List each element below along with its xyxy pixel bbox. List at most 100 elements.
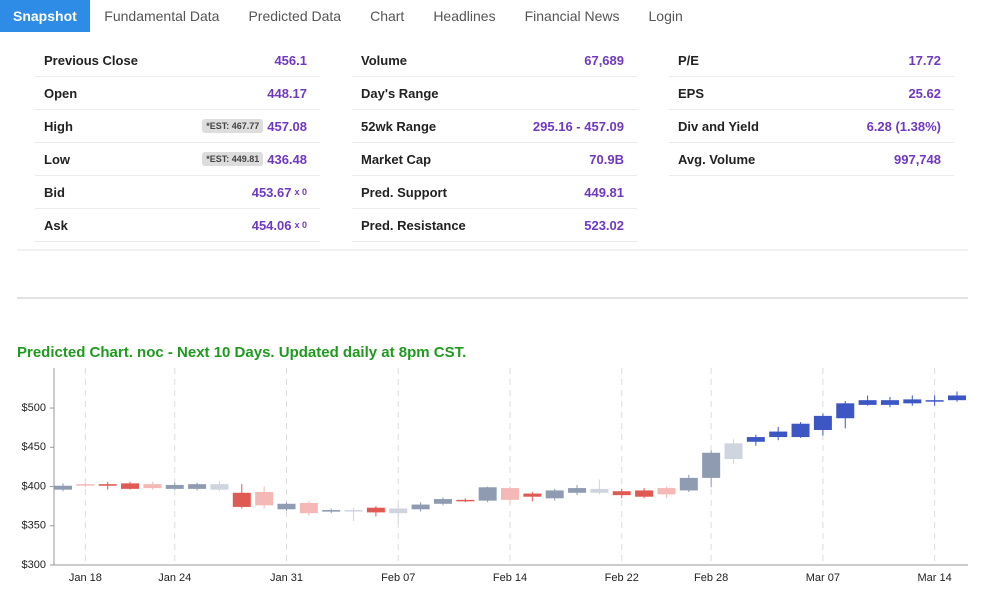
- stat-value: 17.72: [908, 52, 941, 68]
- candle-body: [98, 484, 117, 486]
- stat-label: High: [44, 118, 73, 134]
- stat-row: Low *EST: 449.81 436.48: [35, 143, 320, 176]
- candle-body: [813, 415, 832, 431]
- candle-body: [657, 488, 676, 495]
- candle-body: [724, 443, 743, 460]
- stat-value: 997,748: [894, 151, 941, 167]
- candle-body: [769, 431, 788, 438]
- y-tick-label: $350: [22, 520, 46, 532]
- candle-body: [366, 507, 385, 513]
- x-tick-label: Feb 22: [605, 572, 639, 584]
- stat-label: Low: [44, 151, 70, 167]
- nav-tab[interactable]: Chart: [370, 8, 405, 24]
- stat-label: Day's Range: [361, 85, 439, 101]
- stat-label: Ask: [44, 217, 68, 233]
- candle-body: [322, 510, 341, 512]
- x-tick-label: Mar 14: [918, 572, 952, 584]
- candle-body: [746, 437, 765, 442]
- candle-body: [232, 492, 251, 507]
- stat-row: Ask 454.06 x 0: [35, 209, 320, 242]
- candle-body: [903, 399, 922, 404]
- candle-body: [948, 395, 966, 401]
- stat-value: 453.67: [251, 184, 292, 200]
- stat-row: Pred. Resistance 523.02: [352, 209, 637, 242]
- candle-body: [925, 400, 944, 402]
- candle-body: [523, 493, 542, 497]
- y-tick-label: $400: [22, 480, 46, 492]
- candle-body: [433, 499, 452, 504]
- candle-body: [188, 484, 207, 489]
- stat-label: Avg. Volume: [678, 151, 756, 167]
- stat-row: Pred. Support 449.81: [352, 176, 637, 209]
- stat-value: 523.02: [584, 217, 624, 233]
- candle-body: [255, 492, 274, 506]
- stat-label: Open: [44, 85, 78, 101]
- candle-body: [299, 502, 318, 514]
- stat-value: 436.48: [267, 151, 307, 167]
- stat-label: Previous Close: [44, 52, 138, 68]
- stat-row: Div and Yield 6.28 (1.38%): [669, 110, 954, 143]
- x-tick-label: Jan 31: [270, 572, 303, 584]
- candle-body: [143, 484, 162, 489]
- x-tick-label: Jan 24: [158, 572, 191, 584]
- candle-body: [210, 484, 229, 490]
- candle-body: [478, 487, 497, 501]
- candle-body: [277, 503, 296, 510]
- stat-suffix: x 0: [294, 187, 307, 197]
- stat-row: 52wk Range 295.16 - 457.09: [352, 110, 637, 143]
- candle-body: [635, 490, 654, 497]
- candle-body: [880, 400, 899, 405]
- nav-tab[interactable]: Fundamental Data: [104, 8, 220, 24]
- stat-value: 295.16 - 457.09: [532, 118, 624, 134]
- stat-row: Bid 453.67 x 0: [35, 176, 320, 209]
- stat-label: Div and Yield: [678, 118, 759, 134]
- candle-body: [858, 400, 877, 405]
- stat-row: Previous Close 456.1: [35, 44, 320, 77]
- stats-column: Volume 67,689 Day's Range 52wk Range 295.16 …: [352, 44, 637, 242]
- candle-body: [612, 491, 631, 496]
- candle-body: [165, 484, 184, 489]
- candle-body: [411, 504, 430, 510]
- stats-column: Previous Close 456.1 Open 448.17 High *EST: 4…: [35, 44, 320, 242]
- stat-value: 456.1: [274, 52, 307, 68]
- candle-body: [501, 488, 519, 500]
- stat-label: P/E: [678, 52, 699, 68]
- nav-tab[interactable]: Snapshot: [0, 0, 90, 32]
- x-tick-label: Mar 07: [806, 572, 840, 584]
- stat-label: 52wk Range: [361, 118, 437, 134]
- candle-body: [791, 423, 810, 438]
- nav-tab[interactable]: Headlines: [433, 8, 496, 24]
- stat-value: 6.28 (1.38%): [866, 118, 941, 134]
- stat-label: Pred. Support: [361, 184, 447, 200]
- est-badge: *EST: 449.81: [202, 152, 264, 166]
- candle-body: [568, 488, 587, 493]
- stat-row: Open 448.17: [35, 77, 320, 110]
- nav-tab[interactable]: Financial News: [524, 8, 620, 24]
- stat-row: P/E 17.72: [669, 44, 954, 77]
- candle-body: [702, 452, 721, 478]
- stat-label: Pred. Resistance: [361, 217, 466, 233]
- nav-tab[interactable]: Predicted Data: [248, 8, 342, 24]
- candle-body: [590, 488, 609, 493]
- stat-row: Day's Range: [352, 77, 637, 110]
- candle-body: [679, 477, 698, 491]
- nav-bar: Snapshot Fundamental Data Predicted Data Ch…: [0, 0, 697, 32]
- candle-body: [54, 485, 72, 490]
- nav-tab[interactable]: Login: [648, 8, 683, 24]
- est-badge: *EST: 467.77: [202, 119, 264, 133]
- stat-value: 454.06: [251, 217, 292, 233]
- stat-row: Market Cap 70.9B: [352, 143, 637, 176]
- stat-value: 448.17: [267, 85, 307, 101]
- stat-label: Volume: [361, 52, 407, 68]
- stat-label: EPS: [678, 85, 705, 101]
- stat-row: Avg. Volume 997,748: [669, 143, 954, 176]
- stat-label: Market Cap: [361, 151, 432, 167]
- stat-value: 25.62: [908, 85, 941, 101]
- x-tick-label: Feb 14: [493, 572, 527, 584]
- candle-body: [545, 490, 564, 499]
- stat-value: 67,689: [584, 52, 624, 68]
- stat-label: Bid: [44, 184, 65, 200]
- stat-suffix: x 0: [294, 220, 307, 230]
